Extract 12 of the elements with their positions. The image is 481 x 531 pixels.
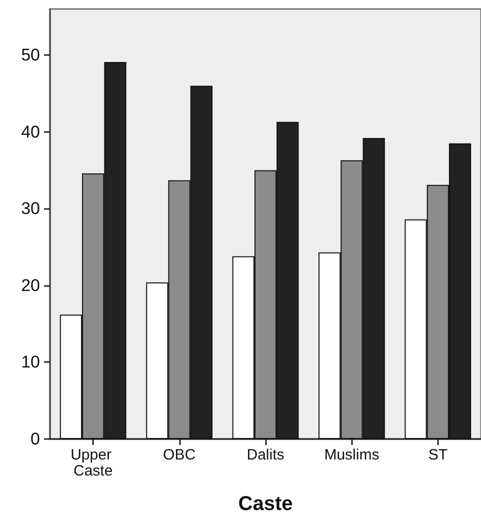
x-tick-label: Dalits bbox=[246, 446, 284, 464]
y-tick-label: 30 bbox=[21, 199, 40, 218]
y-tick-label: 10 bbox=[21, 352, 40, 372]
y-tick-label: 20 bbox=[21, 276, 40, 295]
x-axis-title: Caste bbox=[238, 493, 293, 515]
x-tick-label: Upper Caste bbox=[70, 446, 116, 480]
x-tick-label: ST bbox=[428, 446, 448, 464]
x-tick-label: OBC bbox=[163, 446, 196, 464]
y-tick-label: 40 bbox=[21, 122, 40, 142]
x-tick-label: Muslims bbox=[324, 446, 380, 464]
y-tick-label: 0 bbox=[30, 430, 40, 448]
y-tick-label: 50 bbox=[21, 46, 40, 65]
